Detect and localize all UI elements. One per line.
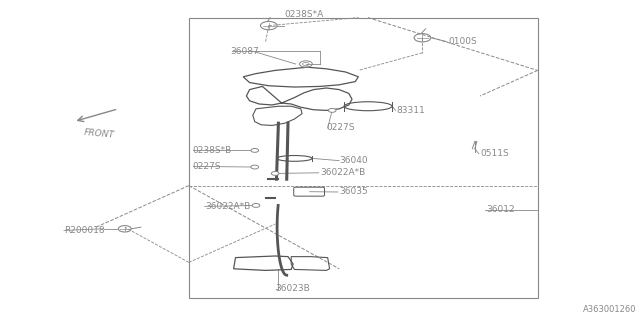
Text: 36023B: 36023B (275, 284, 310, 293)
Text: 36022A*B: 36022A*B (205, 202, 250, 211)
Text: A363001260: A363001260 (583, 305, 637, 314)
Text: 36035: 36035 (339, 188, 368, 196)
Text: 36087: 36087 (230, 47, 259, 56)
Circle shape (251, 165, 259, 169)
Text: 83311: 83311 (397, 106, 426, 115)
Circle shape (328, 108, 336, 112)
Text: 36012: 36012 (486, 205, 515, 214)
Text: 0100S: 0100S (448, 37, 477, 46)
Circle shape (251, 148, 259, 152)
Circle shape (252, 204, 260, 207)
Circle shape (271, 172, 279, 175)
Text: 0227S: 0227S (326, 124, 355, 132)
Text: 0238S*A: 0238S*A (285, 10, 324, 19)
Text: 0238S*B: 0238S*B (192, 146, 231, 155)
Text: R200018: R200018 (64, 226, 104, 235)
Text: 36022A*B: 36022A*B (320, 168, 365, 177)
Text: 36040: 36040 (339, 156, 368, 165)
Bar (189, 18, 538, 298)
Text: FRONT: FRONT (83, 128, 115, 140)
Text: 0227S: 0227S (192, 162, 221, 171)
Text: 0511S: 0511S (480, 149, 509, 158)
